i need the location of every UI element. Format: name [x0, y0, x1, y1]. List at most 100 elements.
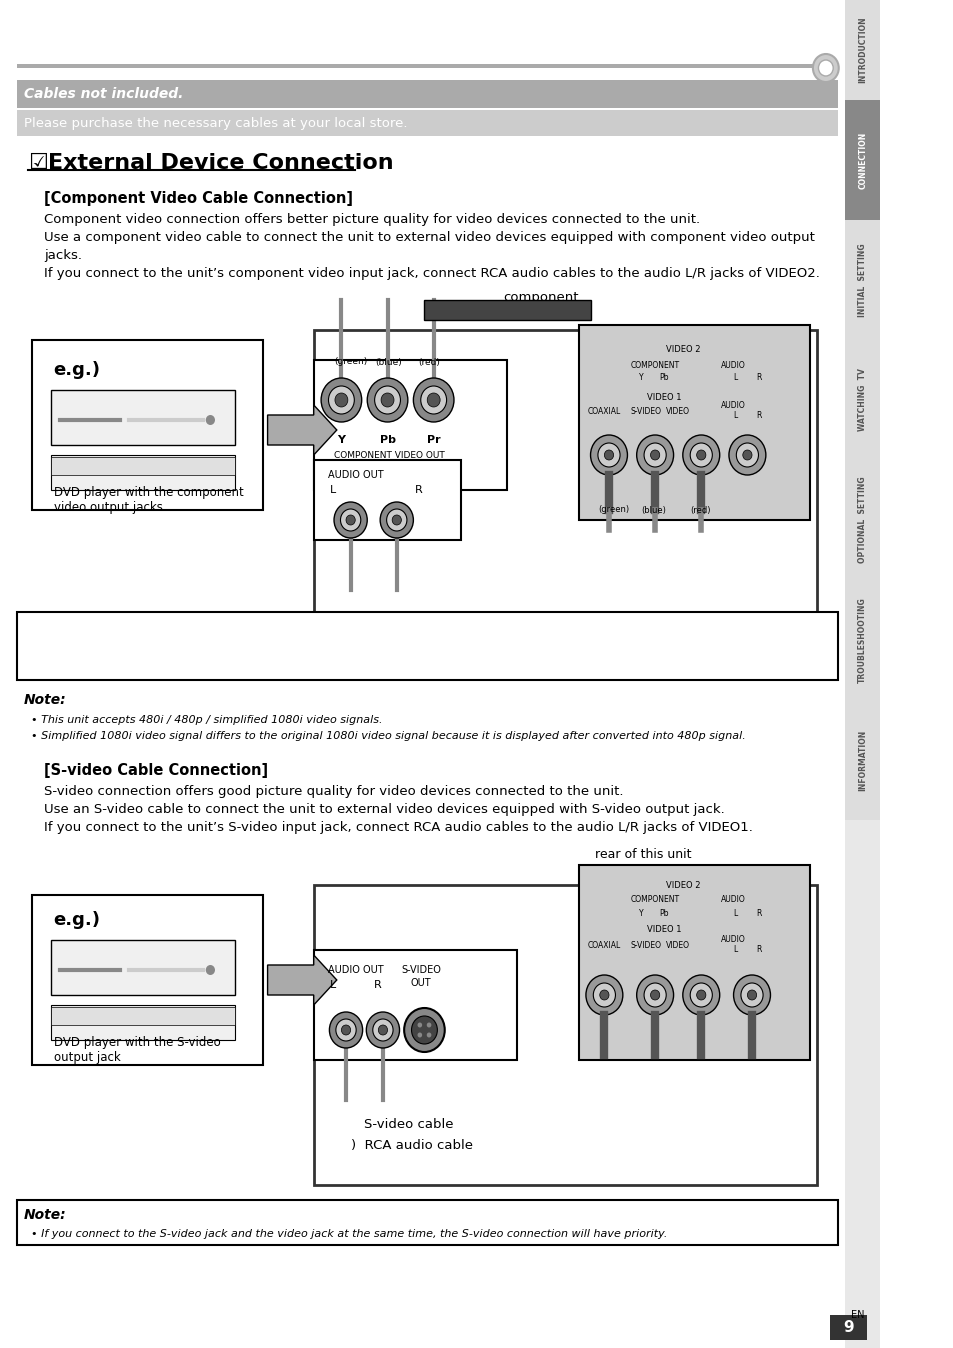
- Bar: [314, 330, 816, 640]
- Text: S-VIDEO: S-VIDEO: [401, 965, 441, 975]
- Bar: [51, 457, 235, 474]
- Bar: [16, 63, 837, 67]
- Text: Pr: Pr: [426, 435, 440, 445]
- Circle shape: [335, 1019, 355, 1041]
- Circle shape: [386, 510, 407, 531]
- Circle shape: [593, 983, 615, 1007]
- Circle shape: [373, 1019, 393, 1041]
- Text: VIDEO 1: VIDEO 1: [646, 926, 680, 934]
- Bar: [844, 0, 880, 1348]
- Text: ☑: ☑: [28, 154, 48, 173]
- Circle shape: [417, 1023, 421, 1027]
- Circle shape: [736, 443, 758, 466]
- Bar: [51, 1007, 235, 1024]
- Bar: [51, 456, 235, 491]
- FancyArrow shape: [267, 404, 336, 456]
- Text: AUDIO: AUDIO: [720, 360, 745, 369]
- Text: TROUBLESHOOTING: TROUBLESHOOTING: [858, 597, 866, 683]
- Text: AUDIO: AUDIO: [720, 400, 745, 410]
- Circle shape: [746, 989, 756, 1000]
- Text: L: L: [330, 980, 336, 989]
- Circle shape: [417, 1033, 421, 1038]
- Text: R: R: [374, 980, 381, 989]
- Bar: [314, 950, 517, 1060]
- Circle shape: [379, 501, 413, 538]
- Text: L: L: [733, 945, 737, 954]
- Text: (blue): (blue): [375, 357, 402, 367]
- Text: Y: Y: [639, 373, 643, 383]
- Text: • This unit accepts 480i / 480p / simplified 1080i video signals.: • This unit accepts 480i / 480p / simpli…: [31, 714, 382, 725]
- Text: VIDEO 2: VIDEO 2: [665, 345, 700, 355]
- Text: CONNECTION: CONNECTION: [858, 131, 866, 189]
- Bar: [829, 1316, 866, 1340]
- Text: R: R: [756, 909, 761, 918]
- Circle shape: [380, 394, 394, 407]
- Text: Cables not included.: Cables not included.: [24, 88, 183, 101]
- Bar: [844, 580, 880, 700]
- Circle shape: [689, 983, 712, 1007]
- Text: Note:: Note:: [24, 693, 67, 706]
- Bar: [844, 100, 880, 220]
- Bar: [578, 325, 809, 520]
- Bar: [16, 80, 837, 108]
- Circle shape: [682, 435, 719, 474]
- Bar: [578, 865, 809, 1060]
- Text: [Component Video Cable Connection]: [Component Video Cable Connection]: [44, 190, 353, 205]
- Text: Component video connection offers better picture quality for video devices conne: Component video connection offers better…: [44, 213, 700, 226]
- Text: DVD player with the component
video output jacks: DVD player with the component video outp…: [53, 487, 243, 514]
- Text: COAXIAL: COAXIAL: [587, 407, 620, 417]
- Text: component
video cable: component video cable: [502, 291, 579, 319]
- Text: L: L: [733, 411, 737, 419]
- Circle shape: [411, 1016, 436, 1043]
- Text: Y: Y: [639, 909, 643, 918]
- Text: VIDEO 1: VIDEO 1: [646, 394, 680, 403]
- Text: WATCHING  TV: WATCHING TV: [858, 368, 866, 431]
- Text: COAXIAL: COAXIAL: [587, 941, 620, 949]
- Text: )  RCA audio cable: ) RCA audio cable: [351, 613, 472, 627]
- Circle shape: [696, 450, 705, 460]
- FancyArrow shape: [267, 954, 336, 1006]
- Text: Use a component video cable to connect the unit to external video devices equipp: Use a component video cable to connect t…: [44, 232, 814, 244]
- Text: COMPONENT: COMPONENT: [630, 360, 679, 369]
- Circle shape: [340, 510, 360, 531]
- Text: • Simplified 1080i video signal differs to the original 1080i video signal becau: • Simplified 1080i video signal differs …: [31, 731, 745, 741]
- Circle shape: [334, 501, 367, 538]
- Text: Pb: Pb: [659, 909, 668, 918]
- Text: (blue): (blue): [640, 506, 665, 515]
- Bar: [844, 460, 880, 580]
- Text: VIDEO: VIDEO: [665, 407, 689, 417]
- Text: INFORMATION: INFORMATION: [858, 729, 866, 791]
- Text: Pb: Pb: [659, 373, 668, 383]
- Text: OUT: OUT: [410, 979, 431, 988]
- Bar: [16, 111, 837, 136]
- Circle shape: [420, 386, 446, 414]
- Circle shape: [367, 377, 408, 422]
- Circle shape: [643, 983, 665, 1007]
- Bar: [314, 360, 507, 491]
- Circle shape: [650, 989, 659, 1000]
- Circle shape: [341, 1024, 351, 1035]
- Text: EN: EN: [850, 1310, 864, 1320]
- Text: Please purchase the necessary cables at your local store.: Please purchase the necessary cables at …: [24, 116, 407, 129]
- Text: AUDIO OUT: AUDIO OUT: [327, 965, 383, 975]
- Circle shape: [728, 435, 765, 474]
- Text: 9: 9: [842, 1321, 853, 1336]
- Bar: [51, 940, 235, 995]
- Text: (green): (green): [334, 357, 367, 367]
- Text: INTRODUCTION: INTRODUCTION: [858, 16, 866, 84]
- Bar: [314, 886, 816, 1185]
- Text: [S-video Cable Connection]: [S-video Cable Connection]: [44, 763, 268, 778]
- Circle shape: [590, 435, 627, 474]
- Bar: [844, 220, 880, 340]
- Circle shape: [818, 61, 832, 75]
- Circle shape: [346, 515, 355, 524]
- FancyBboxPatch shape: [32, 895, 263, 1065]
- Circle shape: [742, 450, 751, 460]
- Text: AUDIO: AUDIO: [720, 936, 745, 945]
- Circle shape: [604, 450, 613, 460]
- Text: S-VIDEO: S-VIDEO: [630, 407, 660, 417]
- Circle shape: [598, 443, 619, 466]
- Circle shape: [426, 1023, 431, 1027]
- Text: R: R: [756, 945, 761, 954]
- Text: Note:: Note:: [24, 1208, 67, 1223]
